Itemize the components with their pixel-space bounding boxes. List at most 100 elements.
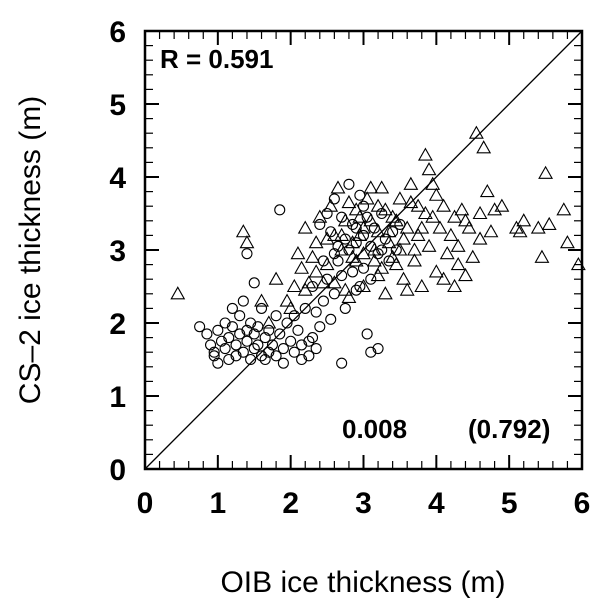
circle-point — [299, 302, 311, 314]
y-tick-label: 0 — [109, 454, 126, 487]
triangle-point — [458, 213, 473, 227]
triangle-point — [461, 220, 477, 234]
circle-point — [226, 321, 238, 333]
circle-point — [314, 321, 326, 333]
triangle-point — [254, 293, 269, 307]
triangle-point — [326, 275, 342, 289]
triangle-point — [279, 293, 295, 307]
circle-point — [252, 339, 264, 351]
triangle-point — [363, 180, 379, 194]
circle-point — [270, 310, 282, 322]
triangle-point — [476, 140, 492, 154]
x-axis-title: OIB ice thickness (m) — [220, 566, 505, 599]
y-tick-label: 3 — [109, 235, 126, 268]
triangle-point — [341, 194, 357, 209]
circle-point — [288, 346, 300, 358]
triangle-point — [315, 275, 331, 289]
triangle-point — [403, 176, 419, 190]
circle-point — [219, 317, 231, 329]
circle-point — [365, 273, 377, 285]
triangle-point — [483, 224, 499, 238]
triangle-point — [370, 224, 386, 238]
circle-point — [248, 342, 260, 355]
circle-point — [237, 346, 249, 358]
triangle-point — [534, 249, 550, 263]
triangle-point — [447, 209, 462, 223]
circle-point — [274, 328, 286, 340]
circle-point — [259, 353, 271, 366]
triangle-point — [268, 271, 284, 285]
circle-point — [343, 244, 355, 256]
y-tick-label: 6 — [109, 16, 126, 49]
triangle-point — [235, 224, 251, 238]
circle-point — [306, 332, 319, 344]
triangle-point — [301, 275, 317, 289]
circle-point — [357, 262, 370, 274]
triangle-point — [388, 256, 404, 271]
triangle-point — [396, 231, 412, 245]
circle-point — [263, 324, 275, 336]
circle-point — [237, 295, 249, 307]
circle-point — [332, 255, 344, 267]
triangle-point — [392, 242, 408, 256]
stat-annotation-1: 0.008 — [342, 414, 407, 444]
circle-point — [219, 342, 231, 355]
circle-point — [372, 342, 384, 355]
triangle-point — [348, 202, 364, 216]
triangle-point — [425, 209, 441, 223]
triangle-point — [399, 282, 415, 296]
circle-point — [325, 313, 337, 325]
x-tick-label: 3 — [355, 487, 372, 520]
triangle-point — [472, 205, 488, 220]
circle-point — [212, 324, 224, 336]
triangle-point — [305, 249, 320, 263]
circle-point — [347, 266, 359, 278]
triangle-point — [392, 191, 408, 205]
circle-point — [223, 332, 235, 344]
triangle-point — [450, 238, 466, 252]
circle-point — [350, 284, 362, 296]
circle-point — [350, 222, 362, 234]
circle-point — [310, 306, 322, 318]
triangle-point — [399, 220, 415, 234]
correlation-annotation: R = 0.591 — [160, 44, 273, 74]
tick-labels: 0 1 2 3 4 5 6 0 1 2 3 4 5 6 — [109, 16, 590, 520]
triangle-point — [370, 267, 386, 282]
triangle-point — [407, 242, 422, 256]
triangle-point — [465, 249, 481, 263]
circle-point — [376, 207, 388, 220]
circle-point — [303, 335, 315, 347]
circle-point — [365, 346, 377, 358]
circle-point — [328, 248, 340, 260]
circle-point — [328, 288, 340, 300]
circle-point — [296, 339, 308, 351]
circle-point — [270, 350, 282, 362]
triangle-point — [512, 224, 528, 238]
triangle-point — [363, 213, 379, 227]
triangle-point — [352, 209, 368, 223]
circle-point — [357, 200, 370, 212]
triangle-point — [356, 246, 371, 260]
triangle-point — [454, 202, 470, 216]
triangle-point — [428, 187, 444, 201]
triangle-point — [385, 209, 401, 223]
circle-point — [288, 310, 300, 322]
circle-point — [339, 302, 351, 314]
triangle-point — [337, 213, 353, 227]
circle-point — [314, 218, 326, 230]
triangle-point — [319, 256, 335, 271]
triangle-point — [479, 183, 495, 198]
circle-point — [230, 350, 242, 362]
circle-point — [310, 342, 322, 355]
triangle-point — [421, 162, 437, 176]
triangle-point — [356, 220, 371, 234]
triangle-point — [352, 227, 368, 241]
triangle-point — [417, 205, 433, 220]
circle-point — [266, 339, 279, 351]
x-tick-label: 1 — [209, 487, 226, 520]
triangle-point — [308, 235, 324, 249]
circle-point — [354, 189, 366, 201]
triangle-point — [283, 300, 299, 314]
triangle-point — [472, 231, 488, 245]
x-tick-label: 2 — [282, 487, 299, 520]
